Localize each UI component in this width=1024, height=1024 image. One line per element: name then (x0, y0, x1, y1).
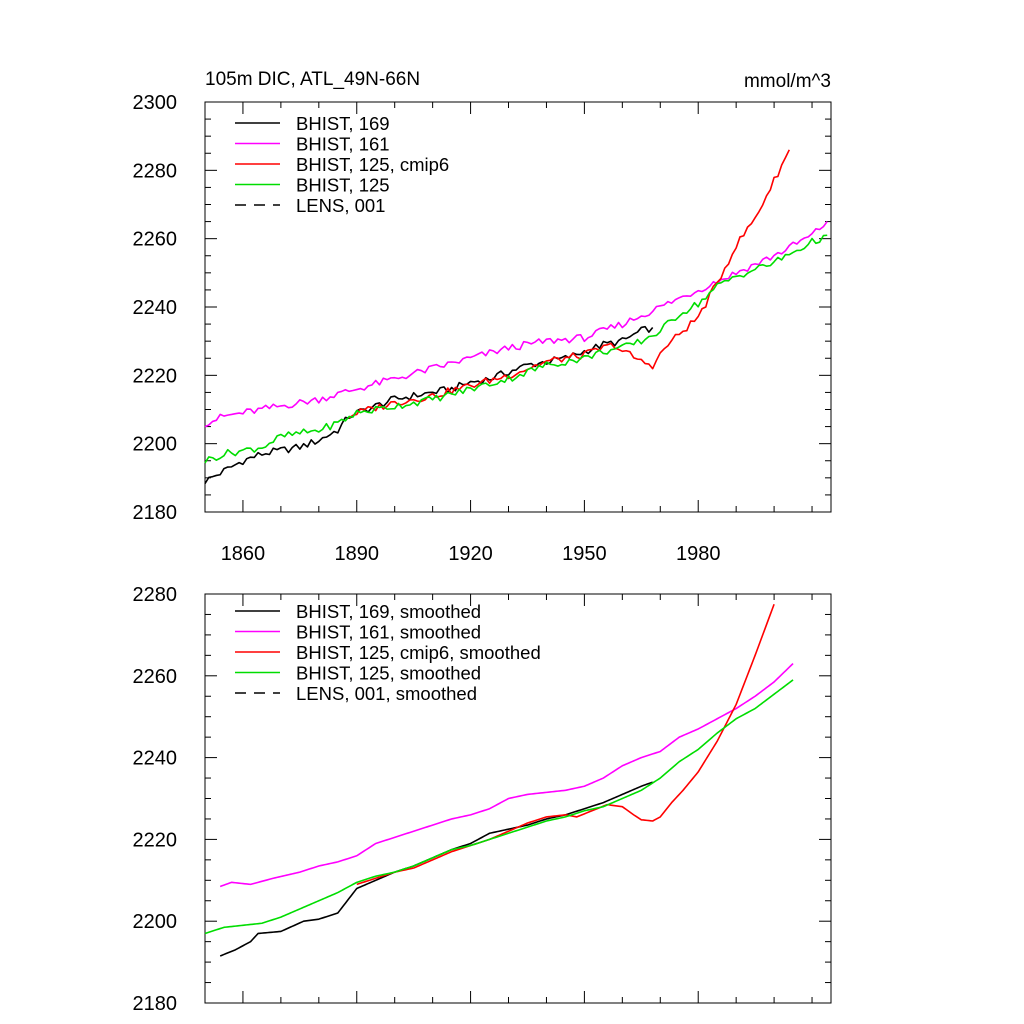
x-tick-label: 1860 (221, 543, 266, 565)
y-tick-label: 2240 (133, 297, 178, 319)
x-tick-label: 1920 (448, 543, 493, 565)
panel-1: 2180 2200 2220 2240 2260 2280 2300 1860 1890 1920… (133, 69, 832, 565)
y-tick-label: 2180 (133, 993, 178, 1015)
series-line-2 (204, 221, 828, 428)
legend-label: BHIST, 125, cmip6, smoothed (296, 642, 541, 663)
y-tick-label: 2280 (133, 584, 178, 606)
x-tick-label: 1950 (562, 543, 607, 565)
series-line-2 (219, 662, 794, 888)
legend-label: BHIST, 125 (296, 175, 390, 196)
legend-label: BHIST, 125, smoothed (296, 663, 481, 684)
series-line-4 (204, 234, 828, 464)
series-line-3 (348, 149, 790, 419)
y-tick-label: 2200 (133, 911, 178, 933)
legend-label: BHIST, 169 (296, 113, 390, 134)
legend-label: BHIST, 161 (296, 134, 390, 155)
legend-label: BHIST, 169, smoothed (296, 601, 481, 622)
y-tick-label: 2200 (133, 434, 178, 456)
series-line-3 (356, 603, 775, 886)
legend-label: LENS, 001 (296, 195, 385, 216)
series-line-1 (219, 781, 653, 957)
panel-2: 2180 2200 2220 2240 2260 2280 BHIST, 169, smoo… (133, 584, 832, 1015)
y-tick-label: 2180 (133, 502, 178, 524)
x-tick-label: 1890 (335, 543, 380, 565)
series-line-1 (204, 325, 654, 485)
y-tick-label: 2300 (133, 92, 178, 114)
x-tick-label: 1980 (676, 543, 721, 565)
chart-title: 105m DIC, ATL_49N-66N (205, 69, 420, 90)
y-tick-label: 2220 (133, 829, 178, 851)
legend-label: LENS, 001, smoothed (296, 683, 477, 704)
legend-label: BHIST, 161, smoothed (296, 622, 481, 643)
series-line-4 (204, 679, 794, 935)
y-tick-label: 2220 (133, 365, 178, 387)
legend-label: BHIST, 125, cmip6 (296, 154, 449, 175)
chart-units: mmol/m^3 (744, 71, 831, 92)
y-tick-label: 2240 (133, 748, 178, 770)
y-tick-label: 2280 (133, 160, 178, 182)
y-tick-label: 2260 (133, 666, 178, 688)
y-tick-label: 2260 (133, 229, 178, 251)
